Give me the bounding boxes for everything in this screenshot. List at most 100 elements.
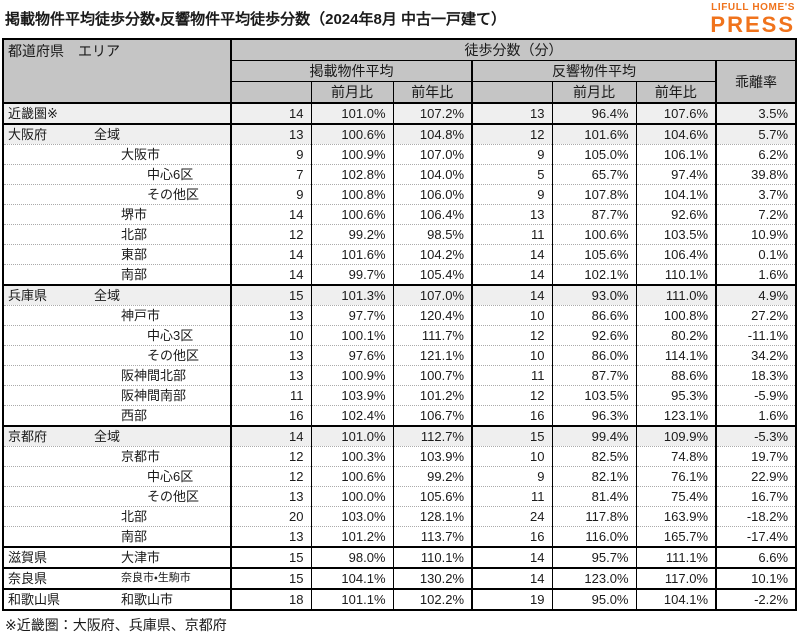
value-cell: 110.1%	[392, 546, 472, 568]
value-cell: 104.0%	[392, 164, 472, 185]
area-label: 南部	[121, 267, 148, 282]
value-cell: 165.7%	[635, 526, 716, 547]
header-prefecture-area: 都道府県 エリア	[3, 39, 231, 103]
value-cell: 76.1%	[635, 466, 716, 487]
area-label: 全域	[94, 288, 121, 303]
value-cell: -5.9%	[714, 385, 797, 406]
value-cell: 105.4%	[392, 264, 472, 285]
area-label: 中心3区	[147, 328, 194, 343]
value-cell: 100.1%	[310, 325, 393, 346]
value-cell: 116.0%	[551, 526, 636, 547]
table-row: その他区 13 100.0% 105.6% 11 81.4% 75.4% 16.7%	[3, 486, 797, 507]
prefecture-area-cell: 中心6区	[3, 164, 231, 185]
table-row: 東部 14 101.6% 104.2% 14 105.6% 106.4% 0.1%	[3, 244, 797, 265]
value-cell: 97.4%	[635, 164, 716, 185]
value-cell: 103.5%	[635, 224, 716, 245]
prefecture-area-cell: その他区	[3, 486, 231, 507]
value-cell: 99.4%	[551, 425, 636, 447]
value-cell: 12	[471, 325, 552, 346]
value-cell: 15	[230, 284, 311, 306]
value-cell: 100.3%	[310, 446, 393, 467]
value-cell: 123.0%	[551, 567, 636, 589]
value-cell: 12	[471, 123, 552, 145]
value-cell: 14	[471, 567, 552, 589]
value-cell: -17.4%	[714, 526, 797, 547]
value-cell: 9	[471, 184, 552, 205]
value-cell: 10	[471, 345, 552, 366]
header-response-yoy: 前年比	[635, 81, 716, 103]
value-cell: 102.1%	[551, 264, 636, 285]
value-cell: 16	[471, 526, 552, 547]
table-body: 近畿圏※ 14 101.0% 107.2% 13 96.4% 107.6% 3.5% 大阪府 全域…	[3, 102, 797, 610]
value-cell: 34.2%	[714, 345, 797, 366]
value-cell: 0.1%	[714, 244, 797, 265]
table-row: 神戸市 13 97.7% 120.4% 10 86.6% 100.8% 27.2%	[3, 305, 797, 326]
value-cell: 1.6%	[714, 405, 797, 426]
area-label: 北部	[121, 509, 148, 524]
value-cell: 100.8%	[635, 305, 716, 326]
value-cell: 107.0%	[392, 144, 472, 165]
table-row: 中心6区 12 100.6% 99.2% 9 82.1% 76.1% 22.9%	[3, 466, 797, 487]
value-cell: 106.4%	[392, 204, 472, 225]
value-cell: 100.8%	[310, 184, 393, 205]
value-cell: 107.6%	[635, 102, 716, 124]
value-cell: 106.1%	[635, 144, 716, 165]
header-listed-yoy: 前年比	[392, 81, 472, 103]
value-cell: 105.6%	[551, 244, 636, 265]
table-row: 兵庫県 全域 15 101.3% 107.0% 14 93.0% 111.0% 4.9%	[3, 284, 797, 306]
value-cell: 16	[230, 405, 311, 426]
value-cell: 15	[230, 567, 311, 589]
area-label: 阪神間北部	[121, 368, 187, 383]
value-cell: -18.2%	[714, 506, 797, 527]
value-cell: 107.0%	[392, 284, 472, 306]
value-cell: 9	[230, 184, 311, 205]
value-cell: 104.1%	[310, 567, 393, 589]
value-cell: 103.0%	[310, 506, 393, 527]
value-cell: 81.4%	[551, 486, 636, 507]
value-cell: 105.6%	[392, 486, 472, 507]
table-row: 堺市 14 100.6% 106.4% 13 87.7% 92.6% 7.2%	[3, 204, 797, 225]
value-cell: 74.8%	[635, 446, 716, 467]
value-cell: 92.6%	[635, 204, 716, 225]
logo-press-text: PRESS	[710, 12, 795, 37]
prefecture-area-cell: 阪神間北部	[3, 365, 231, 386]
value-cell: 18.3%	[714, 365, 797, 386]
value-cell: 65.7%	[551, 164, 636, 185]
value-cell: 14	[471, 264, 552, 285]
logo-lifull-homes-text: LIFULL HOME'S	[711, 2, 795, 13]
value-cell: 105.0%	[551, 144, 636, 165]
value-cell: 10	[471, 305, 552, 326]
value-cell: 101.2%	[392, 385, 472, 406]
lifull-homes-press-logo: LIFULL HOME'S PRESS	[710, 3, 795, 36]
value-cell: 100.7%	[392, 365, 472, 386]
area-label: 奈良市・生駒市	[121, 572, 191, 584]
prefecture-area-cell: 奈良県 奈良市・生駒市	[3, 567, 231, 589]
value-cell: 97.6%	[310, 345, 393, 366]
area-label: 大津市	[121, 550, 161, 565]
value-cell: 95.7%	[551, 546, 636, 568]
value-cell: 20	[230, 506, 311, 527]
value-cell: 10.9%	[714, 224, 797, 245]
prefecture-label: 滋賀県	[8, 550, 48, 565]
value-cell: 12	[230, 466, 311, 487]
value-cell: 102.4%	[310, 405, 393, 426]
area-label: 全域	[94, 127, 121, 142]
value-cell: 22.9%	[714, 466, 797, 487]
value-cell: 100.6%	[310, 123, 393, 145]
area-label: 中心6区	[147, 469, 194, 484]
value-cell: 104.6%	[635, 123, 716, 145]
value-cell: 12	[230, 446, 311, 467]
table-row: 西部 16 102.4% 106.7% 16 96.3% 123.1% 1.6%	[3, 405, 797, 426]
value-cell: 100.9%	[310, 144, 393, 165]
value-cell: 87.7%	[551, 204, 636, 225]
table-row: 中心6区 7 102.8% 104.0% 5 65.7% 97.4% 39.8%	[3, 164, 797, 185]
value-cell: 14	[230, 425, 311, 447]
value-cell: 11	[471, 365, 552, 386]
value-cell: 16	[471, 405, 552, 426]
footnote: ※近畿圏：大阪府、兵庫県、京都府	[5, 617, 227, 633]
header-response-mom: 前月比	[551, 81, 636, 103]
value-cell: 7	[230, 164, 311, 185]
table-row: 中心3区 10 100.1% 111.7% 12 92.6% 80.2% -11.1%	[3, 325, 797, 346]
value-cell: -11.1%	[714, 325, 797, 346]
value-cell: 100.6%	[310, 466, 393, 487]
